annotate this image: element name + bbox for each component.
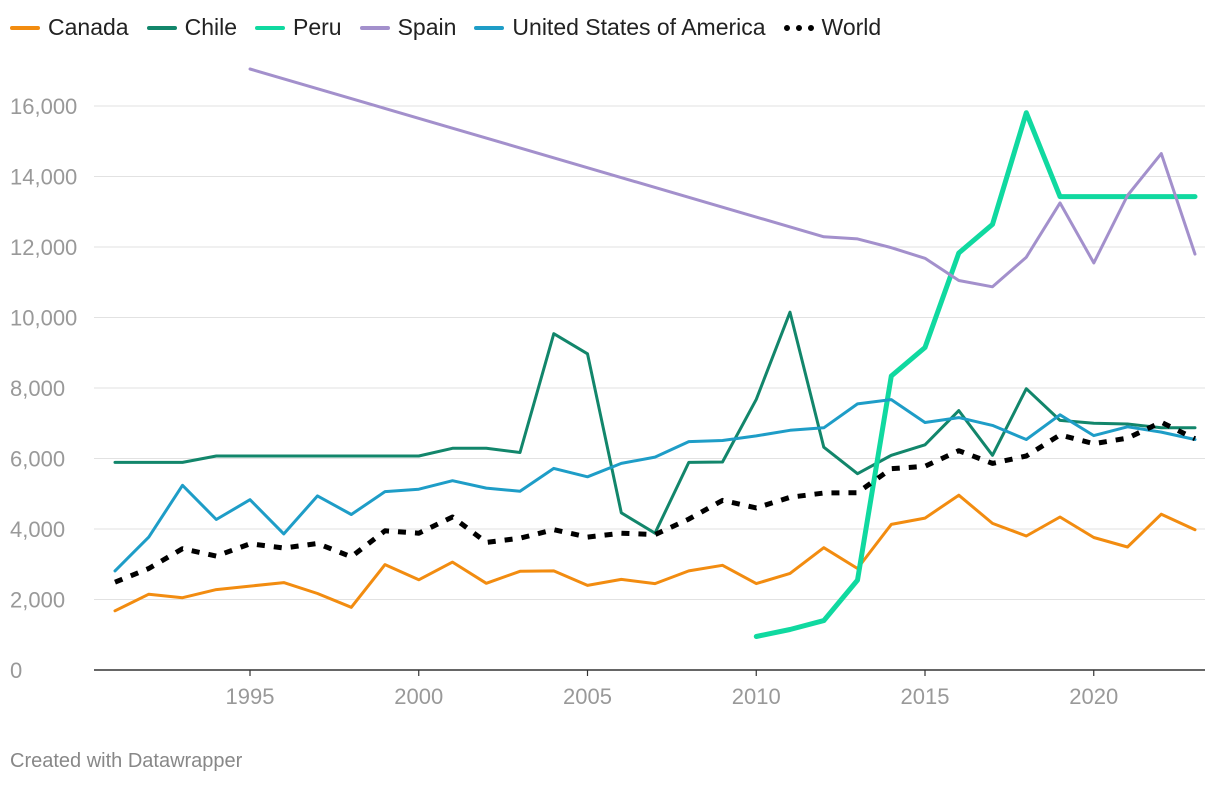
x-tick-label: 1995	[226, 684, 275, 709]
legend-swatch	[255, 25, 285, 30]
gridlines	[94, 105, 1205, 600]
y-tick-label: 14,000	[10, 165, 77, 190]
y-tick-label: 4,000	[10, 517, 65, 542]
x-tick-label: 2000	[394, 684, 443, 709]
y-tick-label: 8,000	[10, 376, 65, 401]
series-line-spain	[248, 67, 1197, 289]
chart-legend: Canada Chile Peru Spain United States of Ame…	[10, 14, 899, 41]
series-line-canada	[113, 493, 1197, 613]
x-tick-label: 2020	[1069, 684, 1118, 709]
legend-swatch	[10, 25, 40, 30]
legend-item: Chile	[146, 14, 237, 41]
y-tick-label: 2,000	[10, 588, 65, 613]
y-tick-label: 0	[10, 658, 22, 683]
legend-label: Canada	[48, 14, 129, 40]
legend-item: World	[783, 14, 882, 41]
series-line-world	[114, 419, 1197, 585]
legend-label: World	[821, 14, 882, 40]
legend-label: United States of America	[512, 14, 766, 40]
x-tick-label: 2015	[901, 684, 950, 709]
axes: 0 2,000 4,000 6,000 8,000 10,000 12,000 14,000 1…	[10, 94, 1205, 709]
legend-swatch	[146, 25, 177, 30]
legend-item: Spain	[359, 14, 457, 41]
series-line-chile	[113, 310, 1197, 535]
y-tick-label: 16,000	[10, 94, 77, 119]
legend-swatch	[783, 24, 814, 31]
x-tick-label: 2010	[732, 684, 781, 709]
legend-label: Peru	[293, 14, 342, 40]
legend-label: Spain	[397, 14, 457, 40]
legend-swatch	[359, 25, 390, 30]
series-lines	[113, 67, 1198, 639]
series-line-peru	[753, 110, 1198, 639]
legend-item: Peru	[255, 14, 342, 41]
legend-label: Chile	[184, 14, 237, 40]
x-tick-label: 2005	[563, 684, 612, 709]
y-tick-label: 6,000	[10, 447, 65, 472]
legend-item: United States of America	[474, 14, 766, 41]
series-line-united-states-of-america	[113, 398, 1197, 573]
footer-credit: Created with Datawrapper	[10, 750, 243, 772]
legend-swatch	[474, 25, 505, 30]
y-tick-label: 12,000	[10, 235, 77, 260]
legend-item: Canada	[10, 14, 129, 41]
y-tick-label: 10,000	[10, 306, 77, 331]
